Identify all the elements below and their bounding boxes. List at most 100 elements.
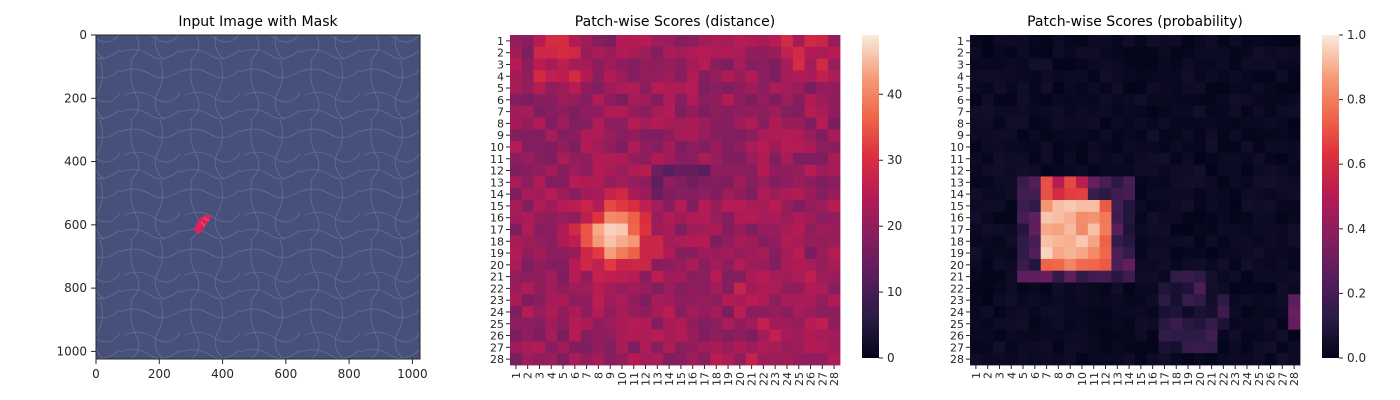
probability-heatmap-cell	[993, 117, 1006, 130]
distance-heatmap-cell	[639, 306, 652, 319]
probability-x-tick-label: 21	[1206, 372, 1219, 386]
probability-heatmap-cell	[1040, 329, 1053, 342]
distance-heatmap-cell	[769, 93, 782, 107]
probability-heatmap-cell	[993, 247, 1006, 260]
distance-heatmap-cell	[769, 105, 782, 118]
distance-heatmap-cell	[627, 105, 641, 118]
probability-heatmap-cell	[1217, 341, 1230, 354]
distance-heatmap-cell	[722, 141, 735, 154]
probability-heatmap-cell	[1205, 353, 1218, 366]
distance-heatmap-cell	[781, 58, 794, 71]
probability-heatmap-cell	[1111, 35, 1124, 48]
probability-heatmap-cell	[970, 152, 983, 166]
distance-heatmap-cell	[757, 70, 770, 83]
probability-heatmap-cell	[1099, 70, 1112, 83]
distance-heatmap-cell	[722, 188, 735, 201]
distance-heatmap-cell	[804, 35, 817, 48]
distance-heatmap-cell	[745, 35, 758, 48]
probability-colorbar-tick-label: 0.0	[1347, 351, 1366, 365]
probability-heatmap-cell	[1229, 329, 1242, 342]
distance-heatmap-cell	[521, 294, 534, 307]
distance-heatmap-cell	[686, 247, 699, 260]
distance-heatmap-cell	[510, 211, 523, 224]
probability-heatmap-cell	[1158, 129, 1171, 142]
probability-y-tick-label: 18	[950, 235, 964, 248]
probability-heatmap-cell	[981, 46, 994, 59]
probability-heatmap-cell	[1146, 353, 1159, 366]
distance-heatmap-cell	[545, 141, 558, 154]
probability-heatmap-cell	[1111, 117, 1124, 130]
distance-heatmap-cell	[757, 317, 770, 331]
probability-heatmap-cell	[1076, 247, 1089, 260]
distance-heatmap-cell	[557, 317, 570, 331]
probability-heatmap-cell	[1076, 152, 1089, 166]
distance-heatmap-cell	[722, 105, 735, 118]
probability-heatmap-cell	[1005, 46, 1018, 59]
distance-heatmap-cell	[769, 200, 782, 213]
probability-heatmap-cell	[1005, 200, 1018, 213]
probability-heatmap-cell	[1264, 270, 1277, 283]
distance-heatmap-cell	[804, 82, 817, 95]
probability-heatmap-cell	[1288, 35, 1301, 48]
distance-heatmap-cell	[828, 93, 841, 107]
probability-heatmap-cell	[1205, 200, 1218, 213]
distance-heatmap-cell	[627, 164, 641, 177]
distance-heatmap-cell	[639, 211, 652, 224]
distance-heatmap-cell	[698, 176, 711, 189]
probability-heatmap-cell	[1028, 152, 1042, 166]
probability-heatmap-cell	[1170, 317, 1183, 331]
probability-heatmap-cell	[970, 211, 983, 224]
probability-heatmap-cell	[1123, 294, 1136, 307]
distance-heatmap-cell	[675, 282, 688, 295]
probability-heatmap-cell	[1252, 329, 1266, 342]
probability-heatmap-cell	[1123, 35, 1136, 48]
distance-heatmap-cell	[722, 164, 735, 177]
distance-heatmap-cell	[639, 164, 652, 177]
probability-heatmap-cell	[1135, 164, 1148, 177]
probability-heatmap-cell	[970, 341, 983, 354]
distance-heatmap-cell	[804, 211, 817, 224]
distance-heatmap-cell	[510, 329, 523, 342]
probability-heatmap-cell	[1028, 329, 1042, 342]
probability-x-tick-label: 4	[1005, 372, 1018, 379]
probability-heatmap-cell	[1205, 152, 1218, 166]
probability-heatmap-cell	[1241, 164, 1254, 177]
probability-heatmap-cell	[1111, 176, 1124, 189]
distance-heatmap-cell	[568, 247, 582, 260]
probability-heatmap-cell	[1123, 223, 1136, 236]
probability-heatmap-cell	[1005, 294, 1018, 307]
probability-heatmap-cell	[1193, 93, 1207, 107]
probability-heatmap-cell	[1241, 105, 1254, 118]
probability-heatmap-cell	[1040, 282, 1053, 295]
probability-heatmap-cell	[1193, 70, 1207, 83]
probability-heatmap-cell	[1158, 93, 1171, 107]
distance-heatmap-cell	[757, 58, 770, 71]
probability-heatmap-cell	[1182, 46, 1195, 59]
distance-heatmap-cell	[568, 141, 582, 154]
probability-heatmap-cell	[1276, 247, 1289, 260]
distance-heatmap-cell	[675, 152, 688, 166]
probability-heatmap-cell	[1040, 152, 1053, 166]
probability-heatmap-cell	[1205, 93, 1218, 107]
distance-heatmap-cell	[545, 176, 558, 189]
probability-heatmap-cell	[1076, 141, 1089, 154]
distance-heatmap-cell	[568, 105, 582, 118]
distance-heatmap-cell	[510, 270, 523, 283]
probability-heatmap-cell	[1028, 70, 1042, 83]
distance-heatmap-cell	[557, 282, 570, 295]
distance-heatmap-cell	[592, 46, 605, 59]
probability-heatmap-cell	[1005, 223, 1018, 236]
distance-heatmap-cell	[769, 317, 782, 331]
panel-input-image: Input Image with Mask 0 200 400 600 800 1000 …	[56, 14, 427, 381]
distance-heatmap-cell	[792, 282, 806, 295]
distance-heatmap-cell	[627, 46, 641, 59]
distance-heatmap-cell	[769, 329, 782, 342]
probability-heatmap-cell	[1276, 353, 1289, 366]
probability-heatmap-cell	[1229, 317, 1242, 331]
distance-heatmap-cell	[745, 70, 758, 83]
probability-heatmap-cell	[1099, 58, 1112, 71]
probability-heatmap-cell	[1193, 152, 1207, 166]
distance-heatmap-cell	[816, 200, 829, 213]
distance-heatmap-cell	[568, 258, 582, 272]
distance-heatmap-cell	[781, 341, 794, 354]
